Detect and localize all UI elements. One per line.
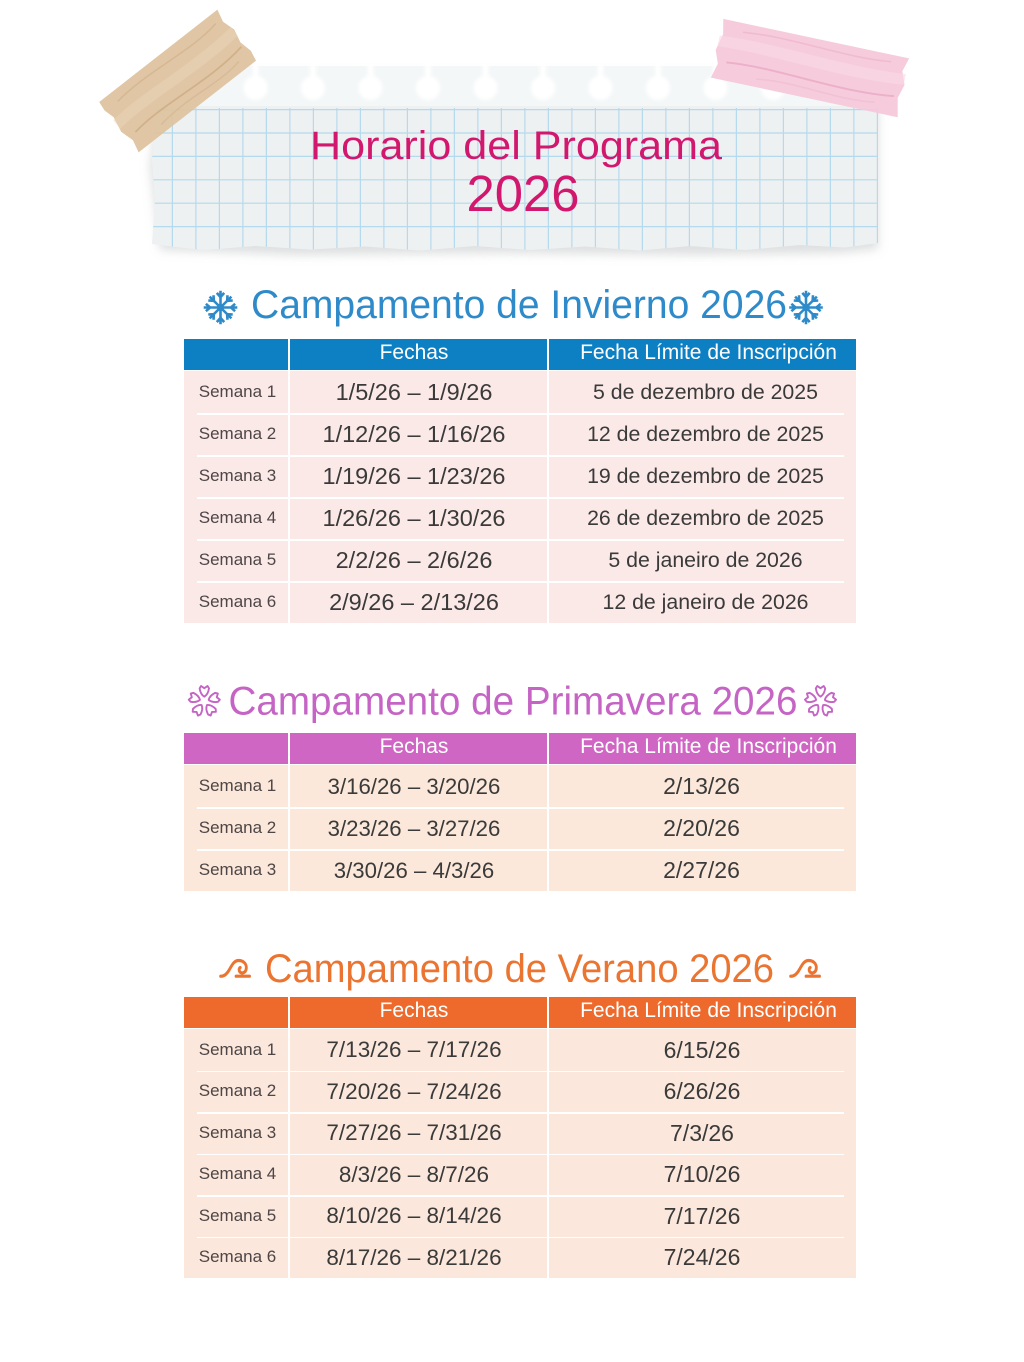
svg-text:Horario del Programa: Horario del Programa (310, 124, 723, 168)
svg-text:2026: 2026 (467, 165, 580, 222)
svg-text:Campamento de Invierno 2026: Campamento de Invierno 2026 (251, 283, 787, 327)
svg-text:Campamento de Primavera 2026: Campamento de Primavera 2026 (229, 679, 798, 723)
svg-text:Campamento de Verano 2026: Campamento de Verano 2026 (265, 947, 774, 991)
